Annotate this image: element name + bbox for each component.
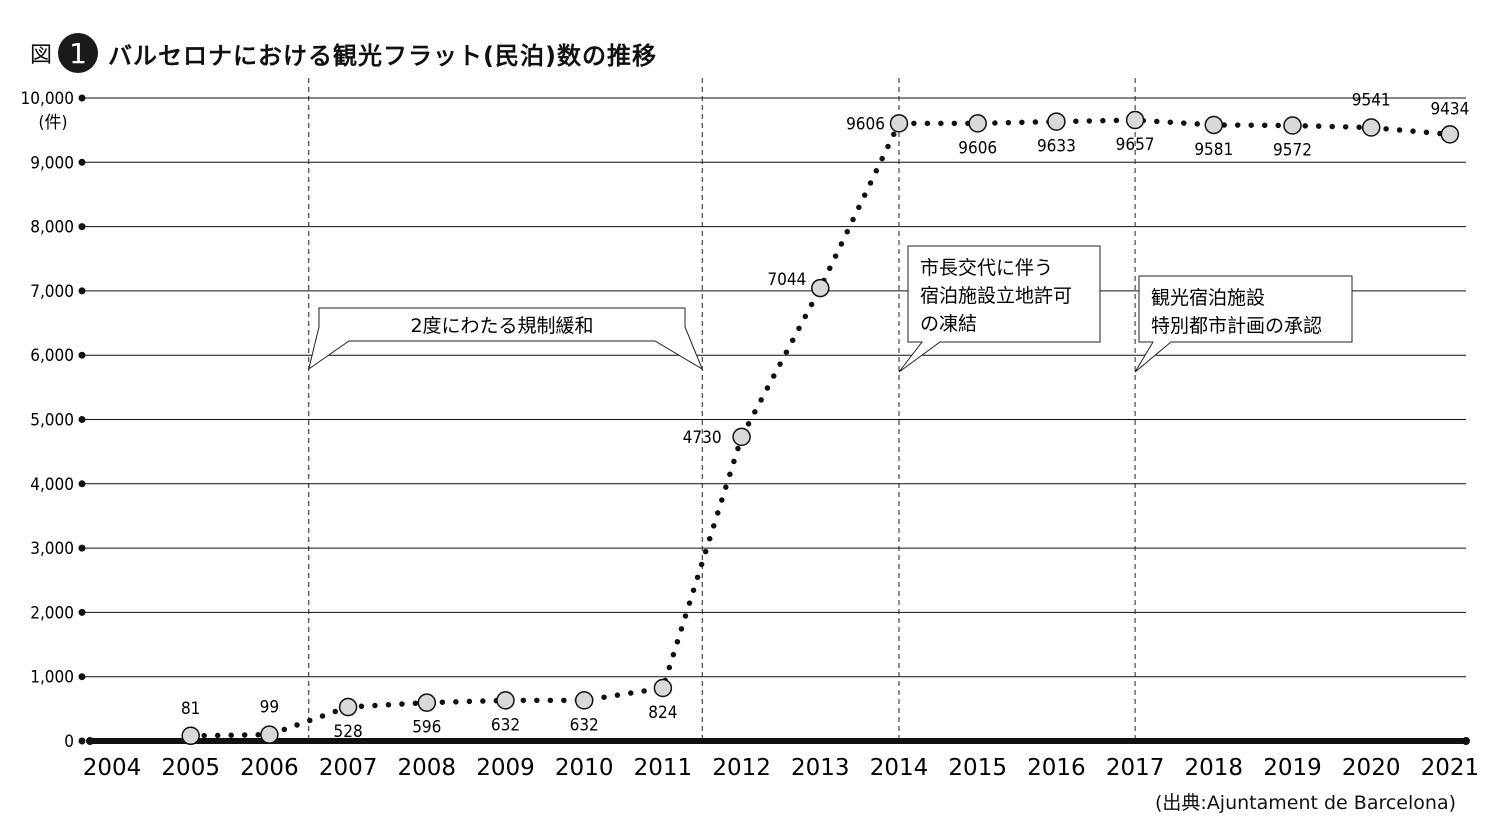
x-axis-start-dot — [86, 737, 94, 745]
y-tick-mark — [78, 223, 86, 231]
title-row: 図 1 バルセロナにおける観光フラット(民泊)数の推移 — [30, 28, 657, 78]
annotation-special-plan — [1134, 275, 1353, 373]
x-tick-label: 2007 — [319, 755, 378, 781]
data-label: 81 — [181, 699, 200, 719]
data-point — [1125, 110, 1145, 130]
x-tick-label: 2016 — [1027, 755, 1086, 781]
annotation-deregulation — [307, 307, 704, 371]
series-line — [187, 117, 1453, 739]
annotation-mayor-freeze — [898, 245, 1101, 373]
x-tick-label: 2004 — [83, 755, 142, 781]
annotation-text: 宿泊施設立地許可 — [920, 285, 1072, 307]
data-label: 7044 — [767, 270, 806, 290]
data-label: 9633 — [1037, 137, 1076, 157]
figure-label: 図 — [30, 43, 53, 68]
data-label: 9606 — [846, 114, 885, 134]
x-tick-label: 2011 — [634, 755, 693, 781]
y-tick-mark — [78, 480, 86, 488]
x-tick-label: 2021 — [1421, 755, 1480, 781]
x-tick-label: 2020 — [1342, 755, 1401, 781]
annotation-text: 特別都市計画の承認 — [1151, 315, 1322, 337]
data-label: 528 — [334, 722, 363, 742]
y-tick-label: 7,000 — [30, 282, 74, 302]
data-point — [1440, 125, 1460, 144]
y-tick-label: 4,000 — [30, 475, 74, 495]
data-label: 632 — [491, 715, 520, 735]
y-tick-label: 1,000 — [30, 668, 74, 688]
data-label: 99 — [260, 698, 279, 718]
y-tick-mark — [78, 287, 86, 295]
y-tick-label: 0 — [64, 732, 74, 752]
x-tick-label: 2019 — [1263, 755, 1322, 781]
figure-number-badge: 1 — [58, 33, 99, 73]
x-tick-label: 2013 — [791, 755, 850, 781]
y-tick-mark — [78, 94, 86, 102]
data-point — [417, 693, 437, 712]
data-label: 9581 — [1194, 140, 1233, 160]
y-tick-label: 8,000 — [30, 218, 74, 238]
data-label: 632 — [570, 715, 599, 735]
x-tick-label: 2006 — [240, 755, 299, 781]
chart-title: バルセロナにおける観光フラット(民泊)数の推移 — [108, 41, 657, 70]
data-point — [1047, 112, 1066, 131]
x-tick-label: 2015 — [948, 755, 1007, 781]
data-label: 9657 — [1116, 135, 1155, 155]
source-note: (出典:Ajuntament de Barcelona) — [1155, 792, 1456, 814]
y-tick-label: 10,000 — [21, 89, 75, 109]
annotation-text: 観光宿泊施設 — [1151, 287, 1265, 309]
x-tick-label: 2009 — [476, 755, 535, 781]
y-tick-mark — [78, 544, 86, 552]
data-label: 596 — [412, 718, 441, 738]
y-axis-unit: (件) — [39, 113, 68, 133]
data-label: 9541 — [1352, 91, 1391, 111]
data-point — [260, 725, 279, 744]
data-point — [496, 691, 515, 710]
annotation-text: 2度にわたる規制緩和 — [410, 315, 593, 337]
data-point — [732, 427, 751, 447]
data-point — [811, 278, 830, 298]
data-label: 9434 — [1430, 99, 1469, 119]
data-point — [1361, 118, 1381, 137]
y-tick-mark — [78, 416, 86, 423]
x-tick-label: 2005 — [161, 755, 220, 781]
x-tick-label: 2014 — [870, 755, 929, 781]
data-point — [338, 697, 358, 717]
data-point — [653, 678, 673, 698]
data-point — [889, 114, 909, 133]
y-tick-mark — [78, 158, 86, 166]
data-point — [574, 691, 594, 710]
annotation-text: 市長交代に伴う — [920, 257, 1053, 279]
y-tick-mark — [78, 351, 86, 359]
y-tick-label: 2,000 — [30, 603, 74, 623]
x-tick-label: 2018 — [1185, 755, 1244, 781]
y-tick-label: 3,000 — [30, 539, 74, 559]
x-tick-label: 2008 — [398, 755, 457, 781]
annotation-text: の凍結 — [920, 313, 977, 335]
data-point — [1283, 116, 1302, 135]
x-axis-end-dot — [1462, 737, 1470, 745]
data-label: 4730 — [683, 428, 722, 448]
y-tick-label: 6,000 — [30, 346, 74, 366]
x-tick-label: 2012 — [712, 755, 771, 781]
data-label: 824 — [648, 703, 677, 723]
data-label: 9606 — [958, 138, 997, 158]
data-point — [181, 726, 200, 746]
x-tick-label: 2017 — [1106, 755, 1165, 781]
y-tick-mark — [78, 673, 86, 681]
x-tick-label: 2010 — [555, 755, 614, 781]
data-point — [968, 114, 987, 133]
y-tick-label: 5,000 — [30, 411, 74, 431]
y-tick-mark — [78, 737, 86, 745]
data-point — [1204, 115, 1224, 135]
y-tick-label: 9,000 — [30, 153, 74, 173]
y-tick-mark — [78, 608, 86, 616]
data-label: 9572 — [1273, 141, 1312, 161]
